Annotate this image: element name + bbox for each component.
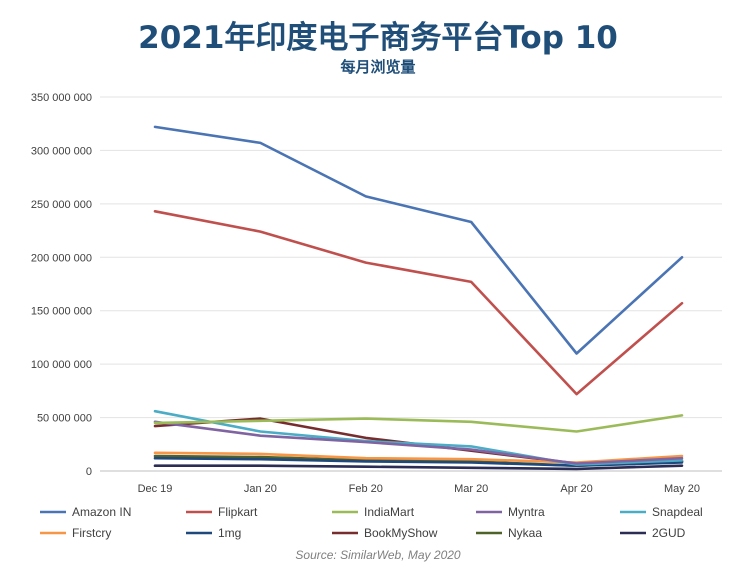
chart-title: 2021年印度电子商务平台Top 10 — [138, 20, 618, 56]
source-note: Source: SimilarWeb, May 2020 — [295, 548, 461, 562]
series-line-amazon-in — [153, 125, 684, 355]
legend-item-firstcry: Firstcry — [72, 526, 111, 540]
legend-item-2gud: 2GUD — [652, 526, 686, 540]
chart-subtitle: 每月浏览量 — [340, 58, 416, 76]
y-tick-label: 350 000 000 — [31, 92, 92, 104]
y-tick-label: 150 000 000 — [31, 306, 92, 318]
series-line-2gud — [153, 464, 684, 471]
legend-item-myntra: Myntra — [508, 505, 545, 519]
legend-item-flipkart: Flipkart — [218, 505, 258, 519]
x-tick-label: Apr 20 — [560, 483, 592, 495]
x-tick-label: Mar 20 — [454, 483, 488, 495]
x-tick-label: Jan 20 — [244, 483, 277, 495]
series-line-flipkart — [153, 210, 684, 396]
x-tick-label: Feb 20 — [349, 483, 383, 495]
legend-item-1mg: 1mg — [218, 526, 241, 540]
y-tick-label: 0 — [86, 466, 92, 478]
legend-item-snapdeal: Snapdeal — [652, 505, 703, 519]
legend-item-amazon-in: Amazon IN — [72, 505, 131, 519]
series-line-myntra — [153, 420, 684, 465]
y-tick-label: 100 000 000 — [31, 359, 92, 371]
x-tick-label: Dec 19 — [138, 483, 173, 495]
y-tick-label: 50 000 000 — [37, 413, 92, 425]
series-line-indiamart — [153, 414, 684, 433]
legend-item-bookmyshow: BookMyShow — [364, 526, 438, 540]
legend-item-indiamart: IndiaMart — [364, 505, 415, 519]
y-tick-label: 300 000 000 — [31, 145, 92, 157]
x-tick-label: May 20 — [664, 483, 700, 495]
legend-item-nykaa: Nykaa — [508, 526, 542, 540]
y-tick-label: 250 000 000 — [31, 199, 92, 211]
y-tick-label: 200 000 000 — [31, 252, 92, 264]
